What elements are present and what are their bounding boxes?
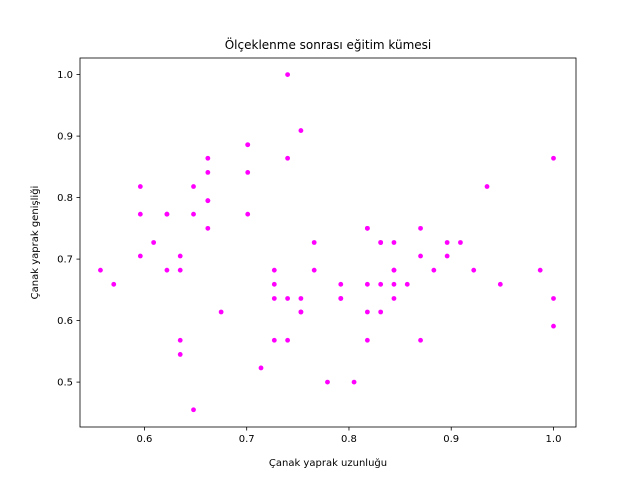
data-point [551,323,556,329]
data-point [271,281,277,287]
data-point [444,253,450,259]
data-point [245,142,251,148]
plot-area [80,58,576,427]
data-point [364,337,370,343]
data-point [151,240,157,245]
x-tick-label: 0.7 [239,434,255,445]
y-tick-label: 0.8 [57,193,73,204]
data-point [378,309,384,315]
data-point [285,337,291,343]
data-point [137,184,143,189]
data-point [164,267,170,273]
data-point [177,267,183,273]
y-axis-label: Çanak yaprak genişliği [29,186,41,300]
data-point [298,128,304,133]
data-point [338,296,344,301]
data-point [351,379,357,385]
data-point [537,267,543,273]
data-point [391,281,397,287]
data-point [177,352,183,357]
data-point [391,240,397,245]
data-point [497,281,503,287]
data-point [391,267,397,273]
data-point [177,337,183,343]
data-point [177,253,183,259]
data-point [271,267,277,273]
chart-title: Ölçeklenme sonrası eğitim kümesi [225,36,432,52]
data-point [218,309,224,315]
y-tick-label: 0.9 [57,132,73,143]
data-point [378,281,384,287]
data-point [444,240,450,245]
data-point [298,309,304,315]
data-point [551,296,556,301]
data-point [364,309,370,315]
data-point [137,253,143,259]
data-point [311,267,317,273]
points-layer [98,72,556,413]
data-point [484,184,490,189]
x-axis-ticks: 0.6 0.7 0.8 0.9 1.0 [136,427,561,445]
data-point [205,169,211,175]
y-tick-label: 0.6 [57,316,73,327]
data-point [364,281,370,287]
data-point [298,296,304,301]
y-tick-label: 0.7 [57,255,73,266]
data-point [418,253,423,259]
data-point [338,281,344,287]
data-point [191,184,196,189]
data-point [111,281,117,287]
x-axis-label: Çanak yaprak uzunluğu [269,457,387,469]
data-point [205,198,211,204]
x-tick-label: 0.9 [443,434,459,445]
data-point [258,365,264,371]
data-point [245,169,251,175]
data-point [418,225,423,231]
data-point [137,211,143,217]
y-tick-label: 1.0 [57,70,73,81]
plot-frame [79,57,577,428]
data-point [311,240,317,245]
data-point [325,379,330,385]
data-point [98,267,103,273]
x-tick-label: 0.6 [136,434,152,445]
data-point [285,72,291,78]
data-point [285,155,291,161]
data-point [378,240,384,245]
data-point [551,155,556,161]
data-point [285,296,291,301]
data-point [391,296,397,301]
data-point [245,211,251,217]
data-point [205,225,211,231]
data-point [404,281,410,287]
x-tick-label: 0.8 [341,434,357,445]
data-point [205,155,211,161]
data-point [191,407,196,413]
y-axis-ticks: 0.5 0.6 0.7 0.8 0.9 1.0 [57,70,80,389]
data-point [271,296,277,301]
data-point [364,225,370,231]
data-point [164,211,170,217]
y-tick-label: 0.5 [57,378,73,389]
data-point [191,211,196,217]
data-point [471,267,477,273]
data-point [458,240,463,245]
x-tick-label: 1.0 [546,434,562,445]
data-point [418,337,423,343]
data-point [431,267,437,273]
data-point [271,337,277,343]
